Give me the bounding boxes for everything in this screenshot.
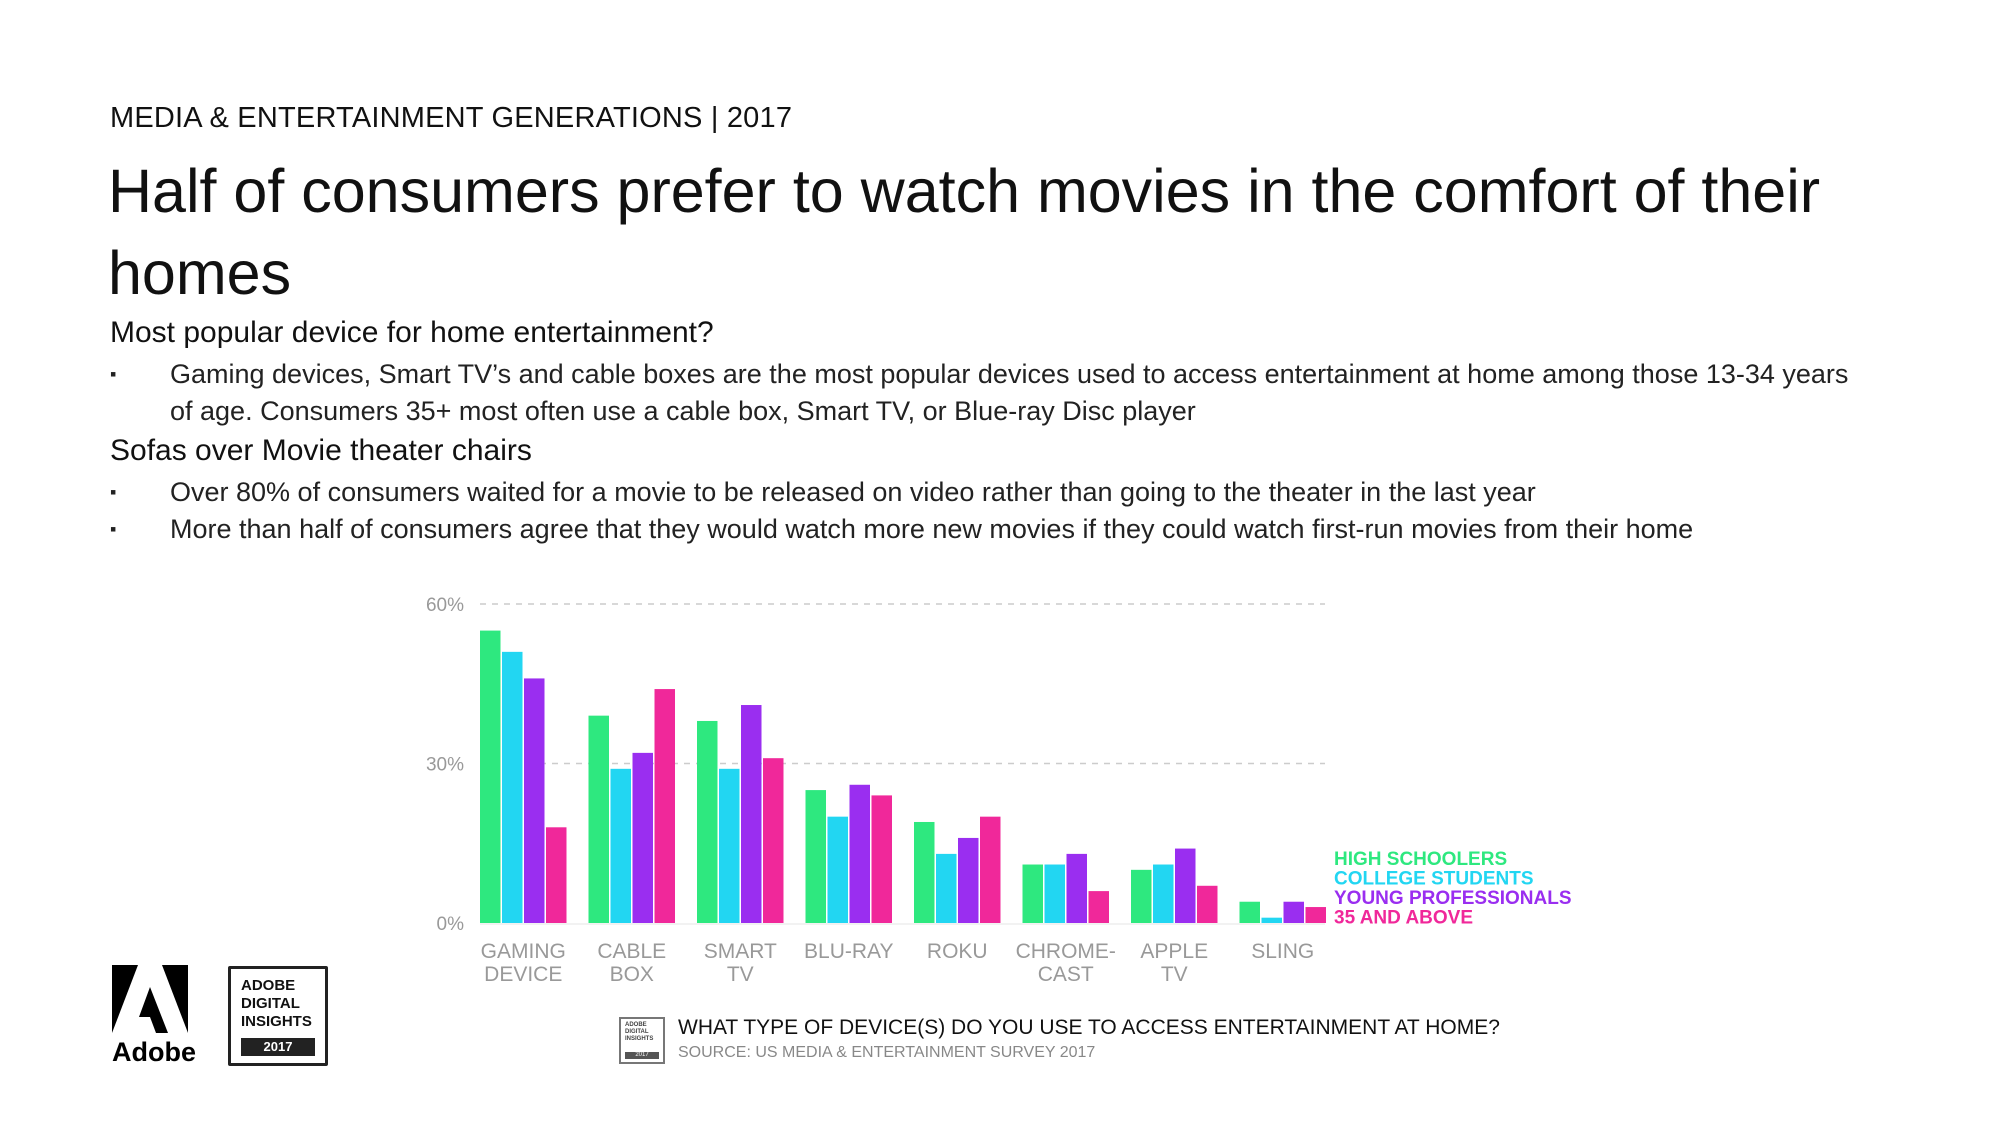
survey-source: SOURCE: US MEDIA & ENTERTAINMENT SURVEY … <box>678 1044 1096 1061</box>
bar <box>980 816 1001 923</box>
section-heading-devices: Most popular device for home entertainme… <box>110 316 714 349</box>
bar <box>480 630 501 923</box>
x-tick-label: DEVICE <box>484 963 562 986</box>
bar <box>763 758 784 923</box>
bar <box>1305 907 1326 923</box>
adobe-digital-insights-badge: ADOBE DIGITAL INSIGHTS 2017 <box>228 966 328 1066</box>
kicker: MEDIA & ENTERTAINMENT GENERATIONS | 2017 <box>110 102 793 134</box>
badge-line: DIGITAL <box>241 995 300 1012</box>
y-axis-ticks: 60% 30% 0% <box>426 595 464 935</box>
x-tick-label: SLING <box>1251 940 1314 963</box>
chart-bars <box>480 630 1326 923</box>
bar <box>632 752 653 923</box>
bar <box>1131 869 1152 923</box>
adobe-logo-icon <box>112 965 188 1033</box>
adobe-wordmark: Adobe <box>112 1037 196 1067</box>
section-heading-sofas: Sofas over Movie theater chairs <box>110 434 532 467</box>
badge-year: 2017 <box>241 1038 315 1056</box>
bar <box>502 651 523 923</box>
chart-grid <box>480 603 1325 925</box>
x-tick-label: TV <box>1161 963 1188 986</box>
x-tick-label: APPLE <box>1140 940 1208 963</box>
x-tick-label: CABLE <box>597 940 666 963</box>
bar <box>610 768 631 923</box>
bar <box>697 720 718 923</box>
bar <box>958 837 979 923</box>
survey-question: WHAT TYPE OF DEVICE(S) DO YOU USE TO ACC… <box>678 1016 1500 1039</box>
bar <box>1283 901 1304 923</box>
bar <box>805 790 826 923</box>
bar <box>1044 864 1065 923</box>
bar <box>1022 864 1043 923</box>
bar <box>914 821 935 923</box>
bullet-text: More than half of consumers agree that t… <box>170 514 1694 544</box>
legend-entry: YOUNG PROFESSIONALS <box>1334 888 1572 909</box>
bar <box>719 768 740 923</box>
bar <box>849 784 870 923</box>
bar <box>588 715 609 923</box>
y-tick-label: 60% <box>426 595 464 616</box>
badge-line: INSIGHTS <box>241 1013 312 1030</box>
mini-badge-line: DIGITAL <box>625 1029 649 1035</box>
bar <box>524 678 545 923</box>
bar <box>1197 885 1218 923</box>
bar <box>1175 848 1196 923</box>
page-title: Half of consumers prefer to watch movies… <box>108 157 1821 307</box>
mini-badge-year: 2017 <box>625 1052 659 1059</box>
legend-entry: 35 AND ABOVE <box>1334 908 1473 929</box>
bullet-item: ▪ More than half of consumers agree that… <box>110 511 1870 548</box>
legend-entry: HIGH SCHOOLERS <box>1334 849 1507 870</box>
x-tick-label: TV <box>727 963 754 986</box>
x-tick-label: BOX <box>610 963 654 986</box>
bullet-mark-icon: ▪ <box>110 482 117 502</box>
badge-line: ADOBE <box>241 977 296 994</box>
bar <box>654 689 675 923</box>
legend-entry: COLLEGE STUDENTS <box>1334 869 1534 890</box>
bar <box>1153 864 1174 923</box>
y-tick-label: 0% <box>437 914 465 935</box>
bullet-text: Gaming devices, Smart TV’s and cable box… <box>170 359 1849 426</box>
x-tick-label: CAST <box>1038 963 1094 986</box>
x-tick-label: BLU-RAY <box>804 940 893 963</box>
mini-badge-line: INSIGHTS <box>625 1036 654 1042</box>
bar <box>1261 917 1282 923</box>
mini-badge-line: ADOBE <box>625 1022 647 1028</box>
bar <box>871 795 892 923</box>
bar <box>827 816 848 923</box>
bar <box>546 827 567 923</box>
bar <box>1088 891 1109 923</box>
bar <box>1239 901 1260 923</box>
bullet-mark-icon: ▪ <box>110 364 117 384</box>
x-tick-label: ROKU <box>927 940 988 963</box>
bar <box>936 853 957 923</box>
bar <box>1066 853 1087 923</box>
source-badge-icon: ADOBE DIGITAL INSIGHTS 2017 <box>619 1017 665 1064</box>
x-tick-label: CHROME- <box>1016 940 1116 963</box>
bullet-mark-icon: ▪ <box>110 519 117 539</box>
badge-text: ADOBE DIGITAL INSIGHTS <box>241 977 312 1031</box>
x-tick-label: GAMING <box>481 940 566 963</box>
bullet-text: Over 80% of consumers waited for a movie… <box>170 477 1536 507</box>
bullet-item: ▪ Gaming devices, Smart TV’s and cable b… <box>110 356 1870 430</box>
x-tick-label: SMART <box>704 940 777 963</box>
bullet-item: ▪ Over 80% of consumers waited for a mov… <box>110 474 1870 511</box>
bar <box>741 705 762 923</box>
y-tick-label: 30% <box>426 755 464 776</box>
